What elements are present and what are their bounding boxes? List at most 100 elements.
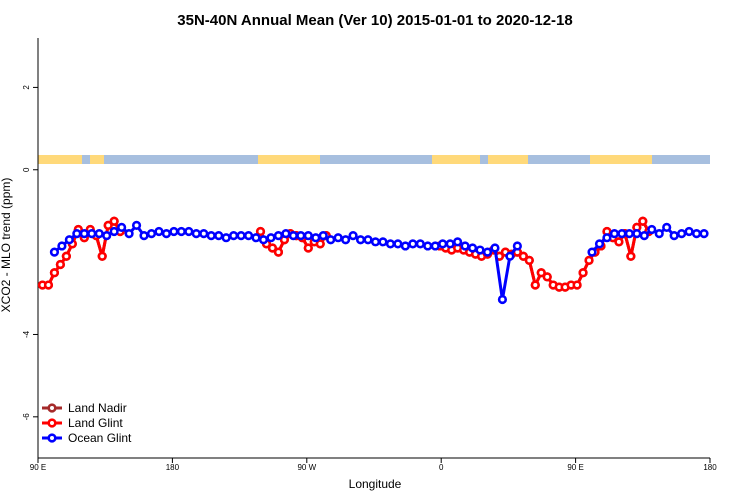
point [632,228,642,239]
point [497,294,508,305]
point [55,259,66,270]
point [109,226,119,237]
point [445,239,455,249]
point [341,235,351,245]
point [184,226,194,237]
point [326,235,336,245]
point [333,233,343,243]
point [124,228,134,239]
point [453,237,463,247]
y-tick-label: -6 [22,413,31,421]
point [169,226,179,237]
point [370,237,381,247]
legend-marker [47,433,57,443]
point [109,216,119,226]
point [206,231,216,241]
point [43,280,54,290]
point [131,220,142,230]
legend-label: Ocean Glint [68,431,132,445]
point [536,268,546,278]
point [542,272,552,282]
point [79,228,89,239]
legend-marker [47,418,57,428]
point [518,251,528,261]
x-tick-label: 90 W [297,463,316,472]
point [467,243,478,253]
point [438,239,448,249]
x-tick-label: 180 [703,463,717,472]
point [638,216,648,226]
point [266,233,276,243]
x-tick-label: 90 E [30,463,46,472]
point [64,235,74,245]
point [273,247,284,257]
point [626,251,636,261]
point [199,228,209,239]
point [363,235,373,245]
y-tick-label: 2 [22,85,31,90]
point [258,235,269,245]
point [524,255,534,265]
point [355,235,366,245]
point [281,228,291,239]
point [303,231,313,241]
point [303,243,313,253]
point [430,241,440,251]
legend-marker [47,403,57,413]
point [154,226,164,237]
point [161,228,172,239]
chart-title: 35N-40N Annual Mean (Ver 10) 2015-01-01 … [177,12,572,29]
point [146,228,157,239]
point [72,228,82,239]
point [385,239,396,249]
point [49,247,60,257]
point [273,231,284,241]
point [475,245,485,255]
point [677,228,687,239]
point [400,241,410,251]
point [102,231,112,241]
y-tick-label: 0 [22,167,31,172]
point [684,226,694,237]
point [255,226,266,237]
point [243,231,254,241]
point [221,233,231,243]
point [214,231,224,241]
point [348,231,358,241]
point [572,280,582,290]
legend-label: Land Nadir [68,401,127,415]
point [315,239,325,249]
point [311,233,321,243]
point [378,237,388,247]
point [139,231,149,241]
point [318,231,328,241]
point [624,228,634,239]
point [602,233,612,243]
point [460,241,470,251]
point [267,243,278,253]
point [530,280,540,290]
point [639,231,649,241]
point [594,239,605,249]
point [647,224,657,235]
point [423,241,433,251]
point [609,228,620,239]
point [699,228,709,239]
land-ocean-strip [38,155,710,164]
point [103,220,113,230]
y-tick-label: -4 [22,330,31,338]
point [49,268,60,278]
x-axis-label: Longitude [349,477,402,491]
point [654,228,664,239]
point [482,247,493,257]
point [229,231,239,241]
series-line [42,219,651,289]
point [578,268,588,278]
point [587,247,597,257]
point [490,243,500,253]
x-tick-label: 90 E [567,463,583,472]
point [408,239,418,249]
series-line [42,219,651,289]
point [393,239,403,249]
